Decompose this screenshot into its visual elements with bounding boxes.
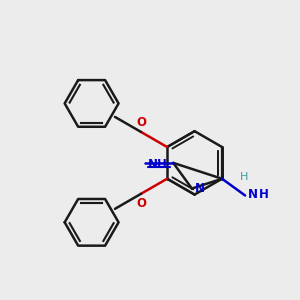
Text: H: H [259, 188, 269, 200]
Text: O: O [136, 116, 146, 129]
Text: N: N [195, 182, 205, 195]
Text: N: N [148, 158, 158, 171]
Text: O: O [136, 197, 146, 210]
Text: H: H [239, 172, 248, 182]
Text: H: H [157, 158, 167, 171]
Text: N: N [248, 188, 258, 200]
